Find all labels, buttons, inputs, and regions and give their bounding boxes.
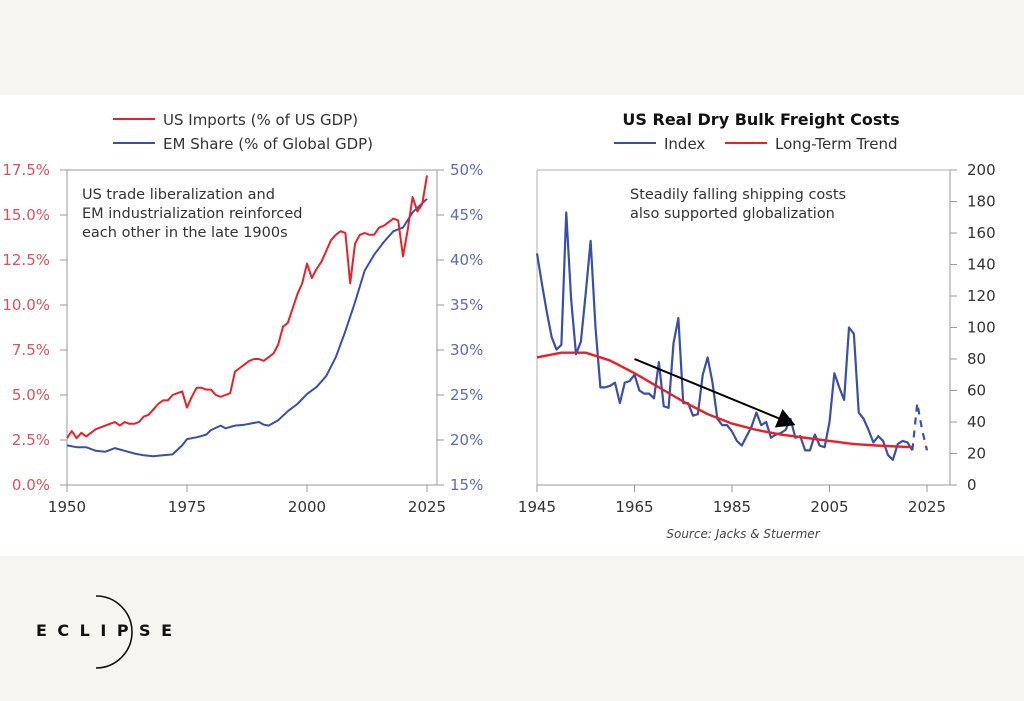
left-chart: US Imports (% of US GDP) EM Share (% of …: [2, 111, 483, 516]
x-tick-label: 2025: [408, 498, 446, 516]
y2-tick-label: 35%: [450, 296, 483, 314]
y-tick-label: 120: [967, 287, 996, 305]
eclipse-logo-arc-icon: [95, 595, 133, 669]
left-x-axis: 1950 1975 2000 2025: [48, 485, 446, 516]
index-preliminary-dashed-line: [911, 402, 929, 451]
y-tick-label: 15.0%: [2, 206, 50, 224]
y2-tick-label: 20%: [450, 431, 483, 449]
right-legend: Index Long-Term Trend: [614, 135, 898, 153]
source-note: Source: Jacks & Stuermer: [666, 527, 820, 541]
y-tick-label: 20: [967, 445, 986, 463]
y-tick-label: 140: [967, 256, 996, 274]
x-tick-label: 1965: [615, 498, 653, 516]
y-tick-label: 0.0%: [12, 476, 50, 494]
y2-tick-label: 30%: [450, 341, 483, 359]
eclipse-logo-text: ECLIPSE: [36, 621, 183, 640]
y-tick-label: 100: [967, 319, 996, 337]
y-tick-label: 40: [967, 413, 986, 431]
y2-tick-label: 40%: [450, 251, 483, 269]
y-tick-label: 0: [967, 476, 977, 494]
y-tick-label: 60: [967, 382, 986, 400]
index-line: [535, 211, 914, 461]
right-chart-title: US Real Dry Bulk Freight Costs: [622, 110, 899, 129]
annotation-line: US trade liberalization and: [82, 187, 275, 203]
y2-tick-label: 50%: [450, 161, 483, 179]
em-share-line: [66, 198, 428, 458]
x-tick-label: 1950: [48, 498, 86, 516]
left-y-axis: 0.0% 2.5% 5.0% 7.5% 10.0% 12.5% 15.0% 17.5%: [2, 161, 67, 494]
left-y2-axis: 15% 20% 25% 30% 35% 40% 45% 50%: [437, 161, 483, 494]
trend-arrow-head-icon: [774, 409, 796, 428]
logo-arc: [95, 595, 133, 669]
y-tick-label: 160: [967, 224, 996, 242]
x-tick-label: 2005: [810, 498, 848, 516]
y-tick-label: 7.5%: [12, 341, 50, 359]
right-annotation: Steadily falling shipping costs also sup…: [630, 187, 846, 222]
y-tick-label: 17.5%: [2, 161, 50, 179]
us-imports-line: [66, 175, 428, 440]
legend-label-em: EM Share (% of Global GDP): [163, 135, 373, 153]
y-tick-label: 12.5%: [2, 251, 50, 269]
annotation-line: EM industrialization reinforced: [82, 206, 302, 222]
y2-tick-label: 25%: [450, 386, 483, 404]
chart-card: [0, 95, 1024, 556]
left-annotation: US trade liberalization and EM industria…: [82, 187, 302, 241]
x-tick-label: 2025: [908, 498, 946, 516]
long-term-trend-line: [536, 351, 913, 449]
annotation-line: Steadily falling shipping costs: [630, 187, 846, 203]
annotation-line: each other in the late 1900s: [82, 225, 288, 241]
right-series: [535, 211, 929, 461]
legend-label-imports: US Imports (% of US GDP): [163, 111, 358, 129]
annotation-line: also supported globalization: [630, 206, 835, 222]
right-x-axis: 1945 1965 1985 2005 2025: [518, 485, 946, 516]
x-tick-label: 1945: [518, 498, 556, 516]
x-tick-label: 1985: [713, 498, 751, 516]
y-tick-label: 10.0%: [2, 296, 50, 314]
right-y-axis: 0 20 40 60 80 100 120 140 160 180 200: [950, 161, 996, 494]
legend-label-index: Index: [664, 135, 705, 153]
y-tick-label: 80: [967, 350, 986, 368]
left-series: [66, 175, 428, 458]
legend-label-trend: Long-Term Trend: [775, 135, 898, 153]
right-chart: US Real Dry Bulk Freight Costs Index Lon…: [518, 110, 996, 541]
y2-tick-label: 15%: [450, 476, 483, 494]
trend-arrow-shaft: [634, 358, 780, 420]
y2-tick-label: 45%: [450, 206, 483, 224]
left-plot-frame: [66, 169, 438, 486]
y-tick-label: 5.0%: [12, 386, 50, 404]
left-legend: US Imports (% of US GDP) EM Share (% of …: [113, 111, 373, 153]
y-tick-label: 180: [967, 193, 996, 211]
y-tick-label: 2.5%: [12, 431, 50, 449]
y-tick-label: 200: [967, 161, 996, 179]
x-tick-label: 2000: [288, 498, 326, 516]
x-tick-label: 1975: [168, 498, 206, 516]
